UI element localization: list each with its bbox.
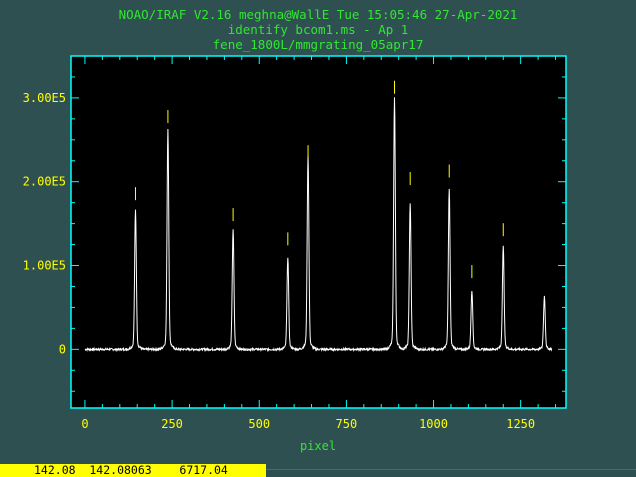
cursor-readout: 142.08 142.08063 6717.04 [0,464,266,477]
task-title: identify bcom1.ms - Ap 1 [227,22,409,37]
x-axis-ticks [84,56,557,408]
plot-frame [70,55,567,409]
status-divider [266,469,636,470]
system-title: NOAO/IRAF V2.16 meghna@WallE Tue 15:05:4… [118,7,518,22]
y-axis-tick-labels: 0 1.00E5 2.00E5 3.00E5 [23,91,66,356]
spectrum-plot[interactable]: 0 250 500 750 1000 1250 0 1.00E5 2.00E5 3.00E5 p… [0,0,636,464]
x-tick-label: 250 [161,417,183,431]
status-bar: 142.08 142.08063 6717.04 [0,464,636,477]
x-axis-label: pixel [300,439,336,453]
image-title: fene_1800L/mmgrating_05apr17 [212,37,424,52]
x-axis-tick-labels: 0 250 500 750 1000 1250 [81,417,535,431]
line-identification-marks [134,80,504,279]
graph-title-block: NOAO/IRAF V2.16 meghna@WallE Tue 15:05:4… [0,0,636,60]
y-tick-label: 2.00E5 [23,175,66,189]
x-tick-label: 1000 [419,417,448,431]
x-tick-label: 0 [81,417,88,431]
x-tick-label: 500 [248,417,270,431]
x-tick-label: 750 [336,417,358,431]
y-tick-label: 0 [59,342,66,356]
y-tick-label: 1.00E5 [23,259,66,273]
y-tick-label: 3.00E5 [23,91,66,105]
y-axis-ticks [71,55,566,392]
x-tick-label: 1250 [506,417,535,431]
spectrum-line [84,97,553,353]
